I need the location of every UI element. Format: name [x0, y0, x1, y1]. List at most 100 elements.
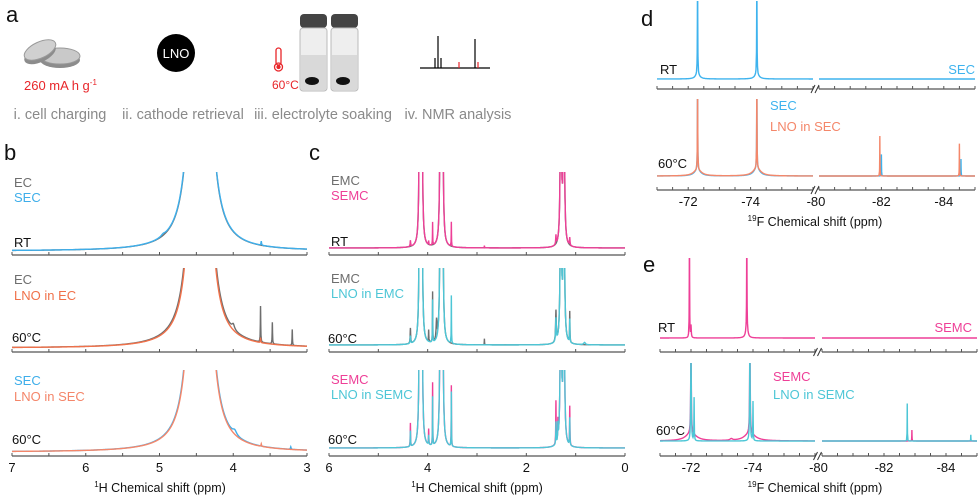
panel-letter-d: d — [641, 6, 653, 31]
legend-lno-in-ec: LNO in EC — [14, 288, 76, 303]
x-tick-label: -74 — [741, 194, 760, 209]
legend-emc: EMC — [331, 173, 360, 188]
spectrum-semc — [660, 258, 815, 339]
capacity-label: 260 mA h g-1 — [24, 78, 97, 93]
x-tick-label: 4 — [424, 460, 431, 475]
x-axis-label: 19F Chemical shift (ppm) — [748, 480, 883, 495]
spectrum-lno-in-semc — [660, 363, 815, 442]
panel-letter-b: b — [4, 140, 16, 165]
condition-label: 60°C — [328, 331, 357, 346]
spectrum-lno-in-semc — [822, 403, 977, 442]
x-axis-label-text: H Chemical shift (ppm) — [99, 481, 226, 495]
legend-ec: EC — [14, 175, 32, 190]
x-tick-label: -74 — [744, 460, 763, 475]
x-tick-label: 3 — [303, 460, 310, 475]
spectrum-lno-in-semc — [329, 370, 625, 449]
series-label-right: SEMC — [934, 320, 972, 335]
thermometer-icon — [273, 47, 284, 72]
subplot-e-2: SEMC LNO in SEMC 60°C — [656, 363, 978, 461]
x-tick-label: -80 — [809, 460, 828, 475]
spectrum-sec — [12, 370, 307, 453]
step-label-cell-charging: i. cell charging — [14, 107, 107, 123]
spectrum-lno-in-ec — [12, 268, 307, 349]
condition-label: 60°C — [328, 432, 357, 447]
x-tick-label: 6 — [325, 460, 332, 475]
spectrum-semc — [822, 430, 977, 442]
x-axis-label-text: F Chemical shift (ppm) — [757, 215, 883, 229]
x-axis-label: 1H Chemical shift (ppm) — [94, 480, 226, 495]
spectrum-emc — [329, 268, 625, 346]
subplot-e-1: RT SEMC — [658, 258, 978, 357]
lno-cathode-icon: LNO — [157, 34, 195, 72]
x-axis-label-text: H Chemical shift (ppm) — [416, 481, 543, 495]
x-tick-label: 5 — [156, 460, 163, 475]
condition-label: 60°C — [658, 156, 687, 171]
spectrum-lno-in-emc — [329, 268, 625, 346]
x-axis-label-superscript: 19 — [748, 480, 757, 489]
x-tick-label: -84 — [937, 460, 956, 475]
legend-lno-in-semc: LNO in SEMC — [773, 387, 855, 402]
step-label-cathode-retrieval: ii. cathode retrieval — [122, 107, 244, 123]
panel-a: a 260 mA h g-1 LNO 60°C — [6, 2, 511, 123]
coin-cell-icon — [23, 39, 81, 68]
spectrum-lno-in-sec — [819, 135, 975, 177]
x-axis-label-text: F Chemical shift (ppm) — [757, 481, 883, 495]
x-tick-label: -84 — [934, 194, 953, 209]
panel-e-chart: RT SEMC SEMC LNO in SEMC 60°C -72 -74 -80 -82 -84… — [656, 258, 978, 495]
condition-label: 60°C — [12, 330, 41, 345]
panel-letter-c: c — [309, 140, 320, 165]
spectrum-sec — [819, 154, 975, 177]
x-tick-label: -80 — [807, 194, 826, 209]
x-tick-label: -72 — [679, 194, 698, 209]
legend-lno-in-sec: LNO in SEC — [770, 119, 841, 134]
legend-semc: SEMC — [331, 188, 369, 203]
legend-semc: SEMC — [331, 372, 369, 387]
x-tick-label: -82 — [875, 460, 894, 475]
condition-label: RT — [331, 234, 348, 249]
x-axis-label-superscript: 19 — [748, 214, 757, 223]
condition-label: RT — [658, 320, 675, 335]
axis-break-mark — [813, 451, 822, 461]
legend-sec: SEC — [770, 98, 797, 113]
step-label-electrolyte-soaking: iii. electrolyte soaking — [254, 107, 392, 123]
spectrum-semc — [329, 172, 625, 249]
x-tick-label: 7 — [8, 460, 15, 475]
legend-ec: EC — [14, 272, 32, 287]
legend-sec: SEC — [14, 190, 41, 205]
axis-break-mark — [810, 84, 820, 94]
x-tick-label: 6 — [82, 460, 89, 475]
series-label-right: SEC — [948, 62, 975, 77]
legend-semc: SEMC — [773, 369, 811, 384]
x-tick-label: -82 — [872, 194, 891, 209]
spectrum-lno-in-sec — [12, 370, 307, 453]
x-tick-label: 4 — [230, 460, 237, 475]
lno-badge-text: LNO — [163, 46, 190, 61]
x-axis-label-superscript: 1 — [94, 480, 99, 489]
nmr-spectrum-icon — [420, 36, 490, 69]
legend-emc: EMC — [331, 271, 360, 286]
panel-d-chart: RT SEC SEC LNO in SEC 60°C -72 -74 -80 -82 -84 19F… — [656, 1, 976, 229]
condition-label: 60°C — [12, 432, 41, 447]
spectrum-ec — [12, 172, 307, 252]
legend-lno-in-sec: LNO in SEC — [14, 389, 85, 404]
spectrum-sec — [657, 1, 813, 80]
x-tick-label: 0 — [621, 460, 628, 475]
vial-icon — [299, 14, 359, 92]
spectrum-lno-in-sec — [657, 99, 813, 177]
condition-label: RT — [660, 62, 677, 77]
panel-letter-a: a — [6, 2, 19, 27]
axis-break-mark — [810, 185, 820, 195]
legend-lno-in-emc: LNO in EMC — [331, 286, 404, 301]
condition-label: 60°C — [656, 423, 685, 438]
spectrum-emc — [329, 172, 625, 249]
